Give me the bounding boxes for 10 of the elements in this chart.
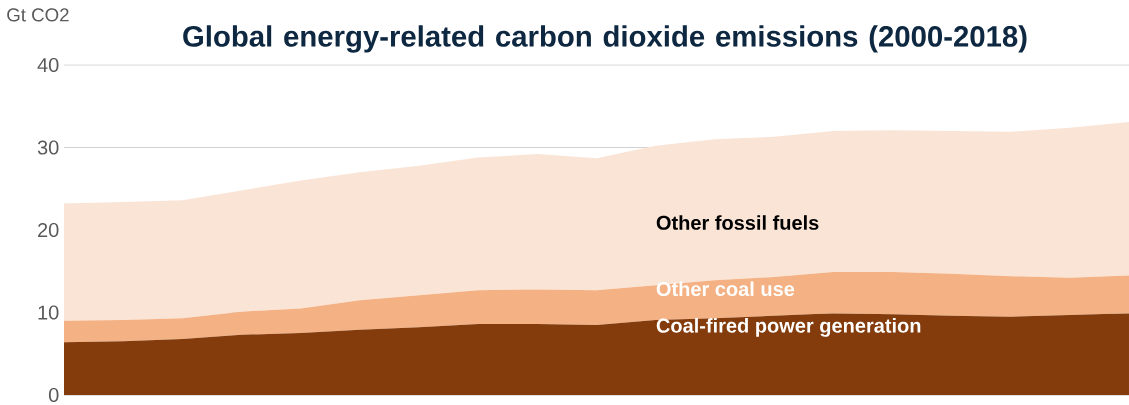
series-label: Other coal use: [656, 281, 795, 297]
y-axis-title: Gt CO2: [7, 8, 69, 22]
series-label: Coal-fired power generation: [656, 318, 921, 337]
chart-title: Global energy-related carbon dioxide emissions (2000-2018): [183, 25, 1027, 53]
y-tick-label: 0: [48, 387, 59, 403]
y-tick-label: 10: [38, 305, 59, 320]
y-tick-label: 40: [37, 57, 59, 73]
y-tick-label: 20: [38, 222, 59, 238]
y-tick-label: 30: [37, 140, 59, 155]
series-label: Other fossil fuels: [656, 215, 819, 230]
